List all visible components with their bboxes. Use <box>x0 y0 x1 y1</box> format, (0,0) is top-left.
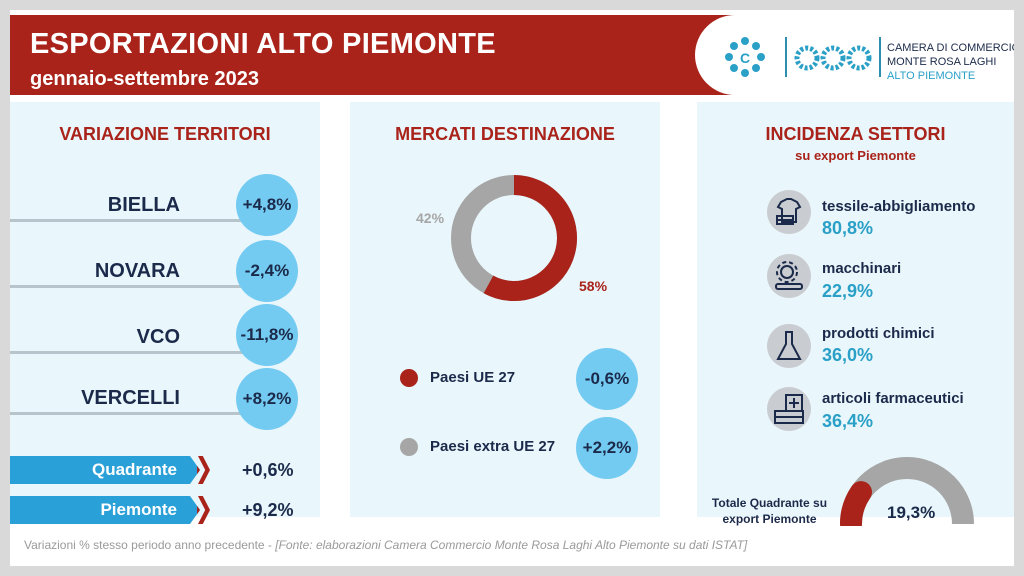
legend-dot-extra <box>400 438 418 456</box>
total-share-gauge <box>840 457 974 526</box>
sector-name: macchinari <box>822 260 902 277</box>
logo-divider <box>879 37 881 77</box>
sector-value: 22,9% <box>822 281 874 301</box>
page-subtitle: gennaio-settembre 2023 <box>30 68 259 90</box>
sector-value: 36,4% <box>822 411 874 431</box>
piemonte-value: +9,2% <box>242 500 294 520</box>
settori-panel: INCIDENZA SETTORI su export Piemonte tes… <box>697 102 1014 526</box>
machinery-gear-icon <box>767 254 811 298</box>
gauge-fill <box>840 481 872 526</box>
territory-name: VCO <box>136 326 180 348</box>
territori-title: VARIAZIONE TERRITORI <box>59 124 271 144</box>
chain-logo-icon <box>794 45 872 71</box>
territory-divider <box>10 285 260 288</box>
pharmacy-icon <box>767 387 811 431</box>
donut-ue-segment <box>483 175 577 301</box>
territory-value-bubble: +4,8% <box>236 174 298 236</box>
sector-value: 80,8% <box>822 218 874 238</box>
sector-name: prodotti chimici <box>822 325 935 342</box>
markets-donut-chart <box>451 175 577 301</box>
logo-line: ALTO PIEMONTE <box>887 70 976 82</box>
quadrante-tag: Quadrante <box>10 456 200 484</box>
quadrante-value: +0,6% <box>242 460 294 480</box>
footer-text: Variazioni % stesso periodo anno precede… <box>24 538 276 552</box>
territory-name: VERCELLI <box>81 387 180 409</box>
territori-panel: VARIAZIONE TERRITORI BIELLA +4,8% NOVARA… <box>10 102 320 524</box>
donut-extra-label: 42% <box>416 210 445 226</box>
territory-name: NOVARA <box>94 260 180 282</box>
logo-divider <box>785 37 787 77</box>
total-label: Totale Quadrante su export Piemonte <box>711 496 828 526</box>
mercati-title: MERCATI DESTINAZIONE <box>395 124 615 144</box>
settori-title: INCIDENZA SETTORI <box>765 124 946 144</box>
territory-divider <box>10 219 260 222</box>
logo-line: CAMERA DI COMMERCIO <box>887 42 1014 54</box>
footer-note: Variazioni % stesso periodo anno precede… <box>24 538 747 552</box>
flask-icon <box>767 324 811 368</box>
logo-line: MONTE ROSA LAGHI <box>887 56 997 68</box>
piemonte-tag: Piemonte <box>10 496 200 524</box>
market-value-bubble: -0,6% <box>576 348 638 410</box>
legend-label: Paesi UE 27 <box>430 369 516 386</box>
territory-divider <box>10 351 260 354</box>
total-value: 19,3% <box>887 503 936 522</box>
footer-source: [Fonte: elaborazioni Camera Commercio Mo… <box>275 538 748 552</box>
territory-divider <box>10 412 260 415</box>
market-value-bubble: +2,2% <box>576 417 638 479</box>
sector-name: articoli farmaceutici <box>822 390 964 407</box>
territory-name: BIELLA <box>107 194 180 216</box>
cciaa-logo-icon: C <box>725 37 765 77</box>
territory-value-bubble: -11,8% <box>236 304 298 366</box>
header: ESPORTAZIONI ALTO PIEMONTE gennaio-sette… <box>10 10 1014 95</box>
mercati-panel: MERCATI DESTINAZIONE 42% 58% Paesi UE 27… <box>350 102 660 517</box>
clothes-icon <box>767 190 811 234</box>
sector-name: tessile-abbigliamento <box>822 198 976 215</box>
territory-value-bubble: +8,2% <box>236 368 298 430</box>
legend-dot-ue <box>400 369 418 387</box>
territory-value-bubble: -2,4% <box>236 240 298 302</box>
logo-text: CAMERA DI COMMERCIO MONTE ROSA LAGHI ALT… <box>887 41 1014 83</box>
svg-text:C: C <box>740 50 750 66</box>
legend-label: Paesi extra UE 27 <box>430 438 556 455</box>
header-banner: ESPORTAZIONI ALTO PIEMONTE gennaio-sette… <box>10 15 770 95</box>
page-title: ESPORTAZIONI ALTO PIEMONTE <box>30 28 496 60</box>
infographic-card: ESPORTAZIONI ALTO PIEMONTE gennaio-sette… <box>10 10 1014 566</box>
logo-area: C CAMERA DI COMMERCIO MONTE ROSA LAGHI A… <box>695 15 1014 95</box>
settori-subtitle: su export Piemonte <box>795 148 916 163</box>
donut-ue-label: 58% <box>579 278 608 294</box>
sector-value: 36,0% <box>822 345 874 365</box>
